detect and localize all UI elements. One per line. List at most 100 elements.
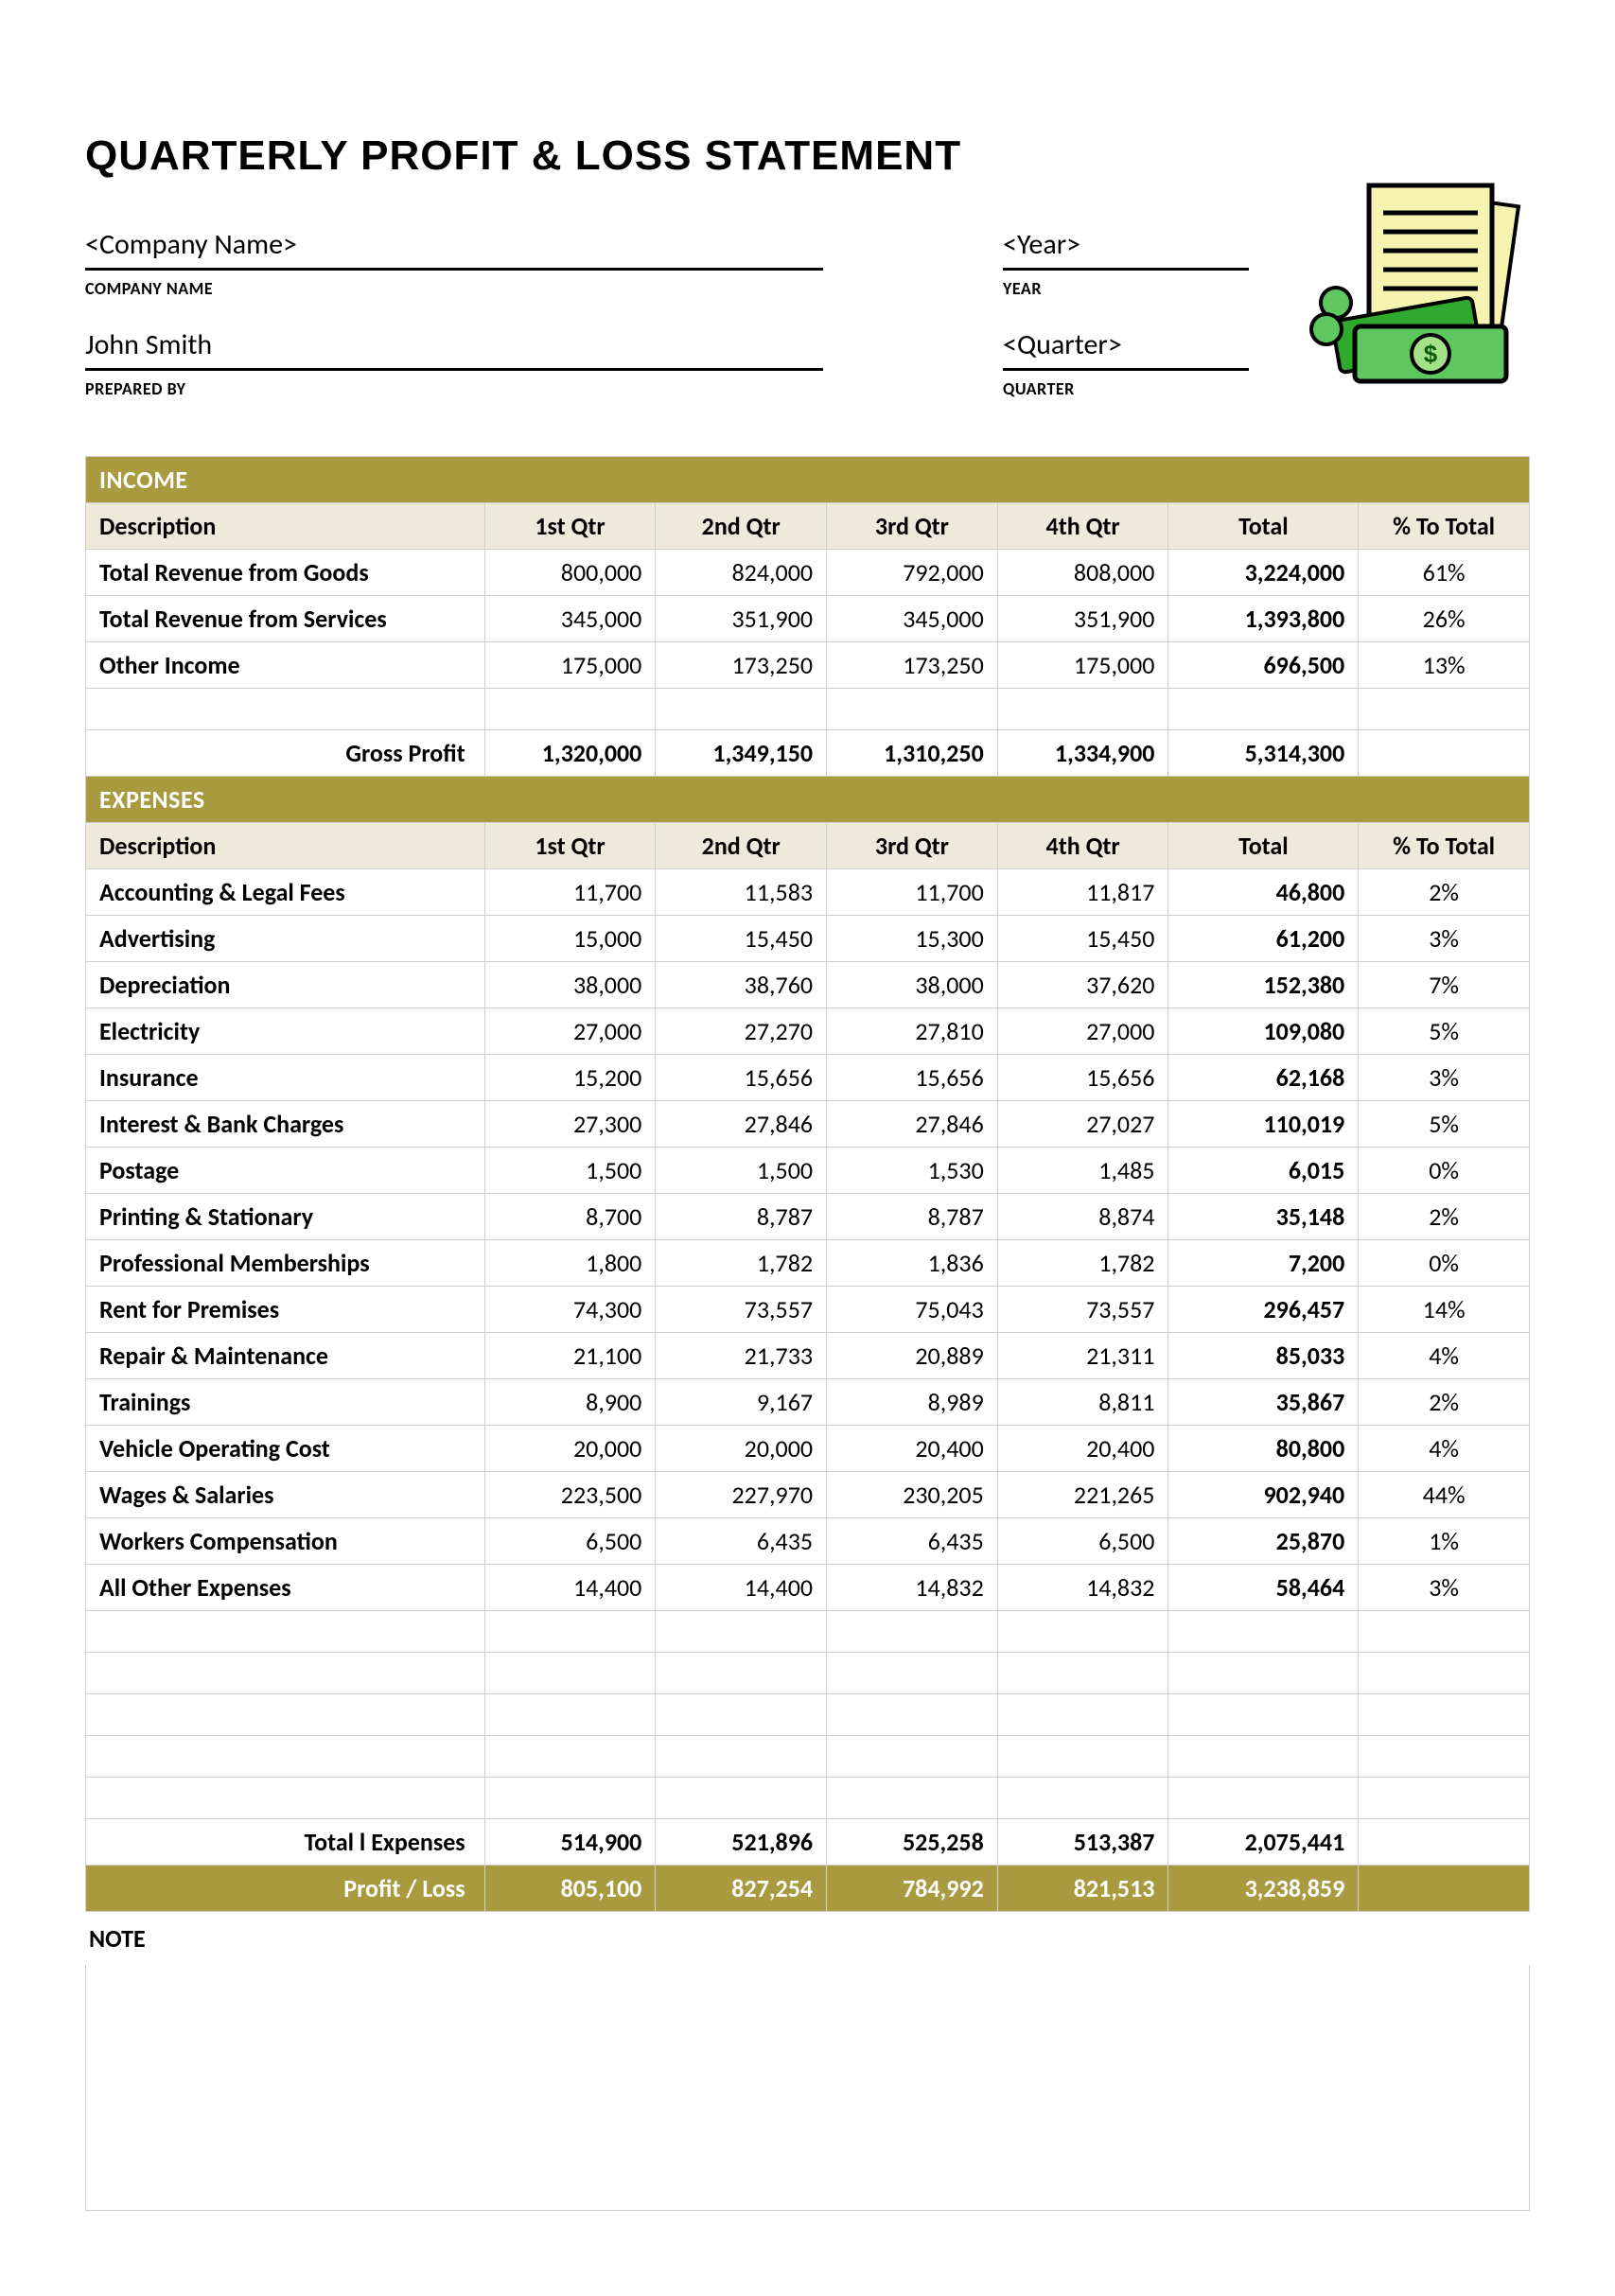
row-total: 696,500 <box>1168 642 1359 689</box>
expense-row: Depreciation38,00038,76038,00037,620152,… <box>86 962 1530 1008</box>
income-row: Total Revenue from Services345,000351,90… <box>86 596 1530 642</box>
row-q2: 11,583 <box>656 869 827 916</box>
row-q2: 1,500 <box>656 1148 827 1194</box>
year-label: YEAR <box>1003 278 1249 299</box>
row-desc: Depreciation <box>86 962 485 1008</box>
row-q3: 15,656 <box>827 1055 998 1101</box>
col-desc: Description <box>86 503 485 550</box>
gross-profit-row: Gross Profit1,320,0001,349,1501,310,2501… <box>86 730 1530 777</box>
row-q3: 8,989 <box>827 1379 998 1426</box>
col-q4: 4th Qtr <box>997 503 1168 550</box>
row-q1: 21,100 <box>484 1333 656 1379</box>
row-q3: 230,205 <box>827 1472 998 1518</box>
row-pct: 5% <box>1359 1008 1530 1055</box>
row-q1: 1,500 <box>484 1148 656 1194</box>
row-q3: 345,000 <box>827 596 998 642</box>
row-q1: 14,400 <box>484 1565 656 1611</box>
col-q1: 1st Qtr <box>484 503 656 550</box>
row-q1: 11,700 <box>484 869 656 916</box>
row-q2: 173,250 <box>656 642 827 689</box>
prepared-by-value[interactable]: John Smith <box>85 327 823 371</box>
row-desc: Wages & Salaries <box>86 1472 485 1518</box>
row-total: 7,200 <box>1168 1240 1359 1287</box>
row-q3: 173,250 <box>827 642 998 689</box>
row-desc: Other Income <box>86 642 485 689</box>
row-total: 58,464 <box>1168 1565 1359 1611</box>
row-q1: 74,300 <box>484 1287 656 1333</box>
quarter-value[interactable]: <Quarter> <box>1003 327 1249 371</box>
row-desc: Professional Memberships <box>86 1240 485 1287</box>
row-desc: Vehicle Operating Cost <box>86 1426 485 1472</box>
blank-row <box>86 1611 1530 1653</box>
gross-profit-label: Gross Profit <box>86 730 485 777</box>
row-pct: 14% <box>1359 1287 1530 1333</box>
expense-row: Repair & Maintenance21,10021,73320,88921… <box>86 1333 1530 1379</box>
row-total: 61,200 <box>1168 916 1359 962</box>
row-pct: 5% <box>1359 1101 1530 1148</box>
row-pct: 61% <box>1359 550 1530 596</box>
row-pct: 3% <box>1359 1565 1530 1611</box>
header-mid: <Year> YEAR <Quarter> QUARTER <box>1003 227 1249 428</box>
header-left: <Company Name> COMPANY NAME John Smith P… <box>85 227 823 428</box>
row-q4: 14,832 <box>997 1565 1168 1611</box>
row-pct: 3% <box>1359 916 1530 962</box>
row-q3: 1,530 <box>827 1148 998 1194</box>
expense-row: Postage1,5001,5001,5301,4856,0150% <box>86 1148 1530 1194</box>
note-box[interactable] <box>85 1965 1530 2211</box>
col-total: Total <box>1168 503 1359 550</box>
row-q4: 15,656 <box>997 1055 1168 1101</box>
expenses-section: EXPENSES <box>86 777 1530 823</box>
row-q3: 27,846 <box>827 1101 998 1148</box>
row-q2: 73,557 <box>656 1287 827 1333</box>
row-q2: 9,167 <box>656 1379 827 1426</box>
blank-row <box>86 1653 1530 1694</box>
row-q3: 27,810 <box>827 1008 998 1055</box>
row-desc: Advertising <box>86 916 485 962</box>
row-total: 85,033 <box>1168 1333 1359 1379</box>
row-q2: 351,900 <box>656 596 827 642</box>
prepared-by-label: PREPARED BY <box>85 378 823 399</box>
row-total: 1,393,800 <box>1168 596 1359 642</box>
company-value[interactable]: <Company Name> <box>85 227 823 271</box>
col-pct: % To Total <box>1359 823 1530 869</box>
row-q3: 38,000 <box>827 962 998 1008</box>
expense-row: Electricity27,00027,27027,81027,000109,0… <box>86 1008 1530 1055</box>
row-pct: 0% <box>1359 1240 1530 1287</box>
row-q3: 15,300 <box>827 916 998 962</box>
row-q1: 175,000 <box>484 642 656 689</box>
page-title: QUARTERLY PROFIT & LOSS STATEMENT <box>85 132 1530 180</box>
row-q2: 227,970 <box>656 1472 827 1518</box>
profit-loss-row: Profit / Loss805,100827,254784,992821,51… <box>86 1866 1530 1912</box>
row-q4: 73,557 <box>997 1287 1168 1333</box>
row-q4: 11,817 <box>997 869 1168 916</box>
row-q4: 175,000 <box>997 642 1168 689</box>
total-expenses-label: Total l Expenses <box>86 1819 485 1866</box>
row-pct: 2% <box>1359 1379 1530 1426</box>
row-q3: 1,836 <box>827 1240 998 1287</box>
row-desc: Total Revenue from Goods <box>86 550 485 596</box>
row-q3: 20,889 <box>827 1333 998 1379</box>
row-desc: Postage <box>86 1148 485 1194</box>
row-q3: 75,043 <box>827 1287 998 1333</box>
expense-row: Accounting & Legal Fees11,70011,58311,70… <box>86 869 1530 916</box>
note-label: NOTE <box>85 1912 1530 1965</box>
row-q2: 15,656 <box>656 1055 827 1101</box>
expense-row: Workers Compensation6,5006,4356,4356,500… <box>86 1518 1530 1565</box>
blank-row <box>86 689 1530 730</box>
year-field: <Year> YEAR <box>1003 227 1249 299</box>
row-pct: 26% <box>1359 596 1530 642</box>
year-value[interactable]: <Year> <box>1003 227 1249 271</box>
row-desc: Workers Compensation <box>86 1518 485 1565</box>
row-pct: 1% <box>1359 1518 1530 1565</box>
row-pct: 2% <box>1359 1194 1530 1240</box>
row-total: 110,019 <box>1168 1101 1359 1148</box>
row-q4: 351,900 <box>997 596 1168 642</box>
row-desc: Printing & Stationary <box>86 1194 485 1240</box>
row-q2: 21,733 <box>656 1333 827 1379</box>
col-q3: 3rd Qtr <box>827 823 998 869</box>
column-header: Description1st Qtr2nd Qtr3rd Qtr4th QtrT… <box>86 823 1530 869</box>
blank-row <box>86 1736 1530 1778</box>
pl-table: INCOMEDescription1st Qtr2nd Qtr3rd Qtr4t… <box>85 456 1530 1912</box>
row-q4: 15,450 <box>997 916 1168 962</box>
row-q3: 8,787 <box>827 1194 998 1240</box>
